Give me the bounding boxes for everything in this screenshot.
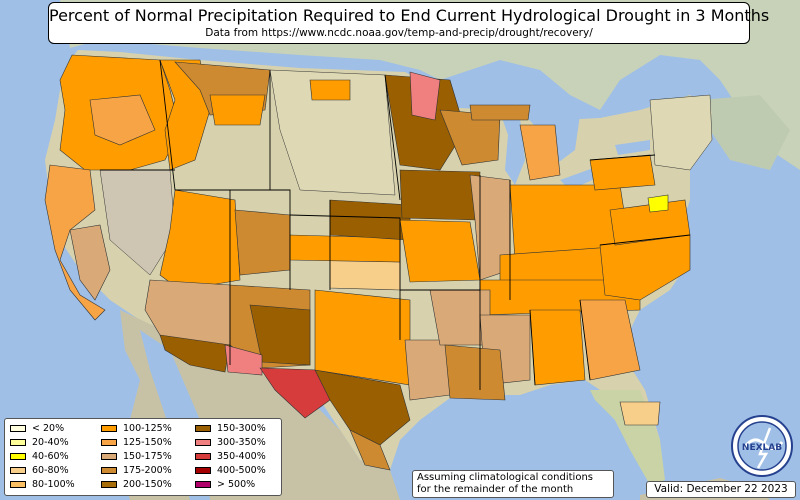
region-nm-pink xyxy=(224,344,263,376)
legend: < 20% 20-40% 40-60% 60-80% 80-100% 100-1… xyxy=(4,418,282,496)
region-colorado xyxy=(234,209,291,276)
legend-item: 80-100% xyxy=(10,479,75,490)
legend-item: 350-400% xyxy=(195,451,266,462)
region-dakotas xyxy=(269,69,396,196)
title-box: Percent of Normal Precipitation Required… xyxy=(48,2,770,44)
legend-item: 100-125% xyxy=(101,423,172,434)
legend-swatch xyxy=(101,467,117,474)
maritimes-land xyxy=(700,95,790,170)
region-michigan-up xyxy=(469,104,531,121)
region-nm-dark xyxy=(249,304,311,366)
region-east-texas xyxy=(404,339,451,401)
region-nebraska-dark xyxy=(329,199,411,241)
region-oregon-light xyxy=(89,94,156,146)
legend-item: 150-175% xyxy=(101,451,172,462)
legend-item: 20-40% xyxy=(10,437,69,448)
region-oklahoma xyxy=(329,259,401,291)
region-iowa-dark xyxy=(399,169,481,221)
legend-swatch xyxy=(10,453,26,460)
region-minnesota-pink xyxy=(409,71,441,121)
region-alabama xyxy=(529,309,586,386)
legend-swatch xyxy=(101,481,117,488)
legend-item: 40-60% xyxy=(10,451,69,462)
legend-item: 60-80% xyxy=(10,465,69,476)
region-montana-orange xyxy=(209,94,266,126)
legend-item: > 500% xyxy=(195,479,255,490)
legend-item: 150-300% xyxy=(195,423,266,434)
region-maryland-yellow xyxy=(647,194,669,213)
legend-swatch xyxy=(101,425,117,432)
valid-date: Valid: December 22 2023 xyxy=(646,481,796,498)
legend-item: 175-200% xyxy=(101,465,172,476)
region-california xyxy=(44,164,106,321)
nexlab-logo: NEXLAB xyxy=(731,415,793,477)
legend-swatch xyxy=(10,439,26,446)
region-arizona-dark xyxy=(159,334,231,373)
logo-text: NEXLAB xyxy=(742,443,782,453)
region-pennsylvania xyxy=(589,154,656,191)
legend-swatch xyxy=(195,481,211,488)
legend-swatch xyxy=(10,467,26,474)
map-subtitle: Data from https://www.ncdc.noaa.gov/temp… xyxy=(205,27,593,39)
lake-michigan xyxy=(500,112,525,185)
legend-swatch xyxy=(195,439,211,446)
map-title: Percent of Normal Precipitation Required… xyxy=(49,6,770,25)
legend-swatch xyxy=(10,425,26,432)
legend-swatch xyxy=(10,481,26,488)
legend-item: 200-150% xyxy=(101,479,172,490)
legend-swatch xyxy=(195,467,211,474)
region-west-texas-red xyxy=(259,367,331,419)
region-nd-orange xyxy=(309,79,351,101)
legend-item: 400-500% xyxy=(195,465,266,476)
region-michigan xyxy=(519,124,561,181)
region-minnesota xyxy=(384,74,466,171)
region-kansas xyxy=(289,234,401,263)
legend-item: 300-350% xyxy=(195,437,266,448)
climatology-note: Assuming climatological conditions for t… xyxy=(412,470,614,498)
region-california-inland xyxy=(69,224,111,301)
region-texas-orange xyxy=(314,289,411,386)
legend-swatch xyxy=(101,453,117,460)
legend-swatch xyxy=(195,453,211,460)
region-south-texas xyxy=(349,429,391,471)
legend-item: 125-150% xyxy=(101,437,172,448)
region-louisiana xyxy=(444,344,506,401)
state-borders xyxy=(100,59,691,390)
legend-swatch xyxy=(101,439,117,446)
legend-item: < 20% xyxy=(10,423,64,434)
region-northeast xyxy=(649,94,713,171)
region-missouri xyxy=(399,219,481,283)
legend-swatch xyxy=(195,425,211,432)
lake-ontario xyxy=(615,140,650,155)
region-florida-north xyxy=(619,401,661,426)
note-line-2: for the remainder of the month xyxy=(417,484,574,495)
note-line-1: Assuming climatological conditions xyxy=(417,472,593,483)
